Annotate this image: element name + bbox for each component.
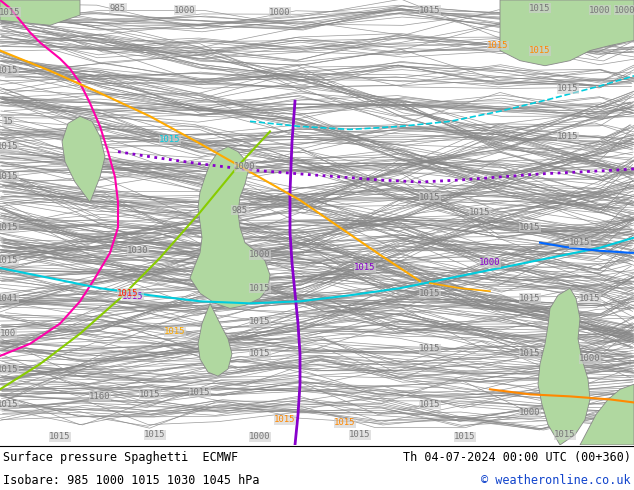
Text: 1041: 1041 — [0, 294, 19, 303]
Text: 1000: 1000 — [614, 5, 634, 15]
Text: 1000: 1000 — [269, 8, 291, 17]
Text: 1015: 1015 — [0, 365, 19, 373]
Text: 1015: 1015 — [579, 294, 601, 303]
Text: 1000: 1000 — [234, 162, 256, 171]
Text: 1015: 1015 — [122, 292, 144, 301]
Text: 1015: 1015 — [529, 3, 551, 13]
Text: 985: 985 — [110, 3, 126, 13]
Polygon shape — [500, 0, 634, 66]
Text: 1160: 1160 — [89, 392, 111, 401]
Text: 1015: 1015 — [488, 41, 508, 50]
Text: 1015: 1015 — [159, 135, 181, 144]
Text: 1015: 1015 — [275, 415, 295, 424]
Text: 1015: 1015 — [519, 223, 541, 232]
Text: 1015: 1015 — [557, 132, 579, 141]
Text: 1015: 1015 — [334, 418, 356, 427]
Text: 100: 100 — [0, 329, 16, 338]
Polygon shape — [580, 384, 634, 445]
Text: 1015: 1015 — [49, 432, 71, 441]
Text: 985: 985 — [232, 206, 248, 215]
Text: 1015: 1015 — [519, 294, 541, 303]
Text: 1000: 1000 — [519, 408, 541, 417]
Text: 1000: 1000 — [579, 354, 601, 364]
Text: 1030: 1030 — [127, 246, 149, 255]
Text: © weatheronline.co.uk: © weatheronline.co.uk — [481, 473, 631, 487]
Text: 1015: 1015 — [519, 349, 541, 358]
Text: 1015: 1015 — [454, 432, 476, 441]
Text: 1015: 1015 — [0, 172, 19, 181]
Text: Surface pressure Spaghetti  ECMWF: Surface pressure Spaghetti ECMWF — [3, 451, 238, 464]
Text: 1015: 1015 — [419, 193, 441, 202]
Text: 1015: 1015 — [139, 390, 161, 399]
Text: Th 04-07-2024 00:00 UTC (00+360): Th 04-07-2024 00:00 UTC (00+360) — [403, 451, 631, 464]
Text: 1015: 1015 — [145, 430, 165, 440]
Polygon shape — [0, 0, 80, 25]
Text: 1015: 1015 — [349, 430, 371, 440]
Text: 1000: 1000 — [174, 5, 196, 15]
Text: 1015: 1015 — [249, 349, 271, 358]
Text: 1015: 1015 — [0, 142, 19, 151]
Text: 1015: 1015 — [190, 388, 210, 397]
Polygon shape — [62, 116, 105, 202]
Polygon shape — [198, 303, 232, 376]
Text: 1015: 1015 — [554, 430, 576, 440]
Text: 1015: 1015 — [419, 5, 441, 15]
Text: 1015: 1015 — [249, 317, 271, 326]
Text: Isobare: 985 1000 1015 1030 1045 hPa: Isobare: 985 1000 1015 1030 1045 hPa — [3, 473, 260, 487]
Text: 15: 15 — [3, 117, 13, 126]
Text: 1015: 1015 — [0, 400, 19, 409]
Text: 1015: 1015 — [529, 46, 551, 55]
Text: 1015: 1015 — [164, 327, 186, 336]
Text: 1000: 1000 — [479, 258, 501, 268]
Polygon shape — [538, 288, 590, 445]
Text: 1015: 1015 — [569, 238, 591, 247]
Text: 1015: 1015 — [419, 400, 441, 409]
Text: 1015: 1015 — [0, 66, 19, 75]
Polygon shape — [190, 147, 270, 308]
Text: 1015: 1015 — [354, 264, 376, 272]
Text: 1015: 1015 — [419, 289, 441, 298]
Text: 1015: 1015 — [117, 289, 139, 298]
Text: 1015: 1015 — [0, 223, 19, 232]
Text: 1015: 1015 — [557, 84, 579, 94]
Text: 1015: 1015 — [0, 256, 19, 266]
Text: 1015: 1015 — [469, 208, 491, 217]
Text: 1000: 1000 — [249, 432, 271, 441]
Text: 1015: 1015 — [0, 8, 21, 17]
Text: 1000: 1000 — [589, 5, 611, 15]
Text: 1015: 1015 — [249, 284, 271, 293]
Text: 1000: 1000 — [249, 250, 271, 259]
Text: 1015: 1015 — [419, 344, 441, 353]
